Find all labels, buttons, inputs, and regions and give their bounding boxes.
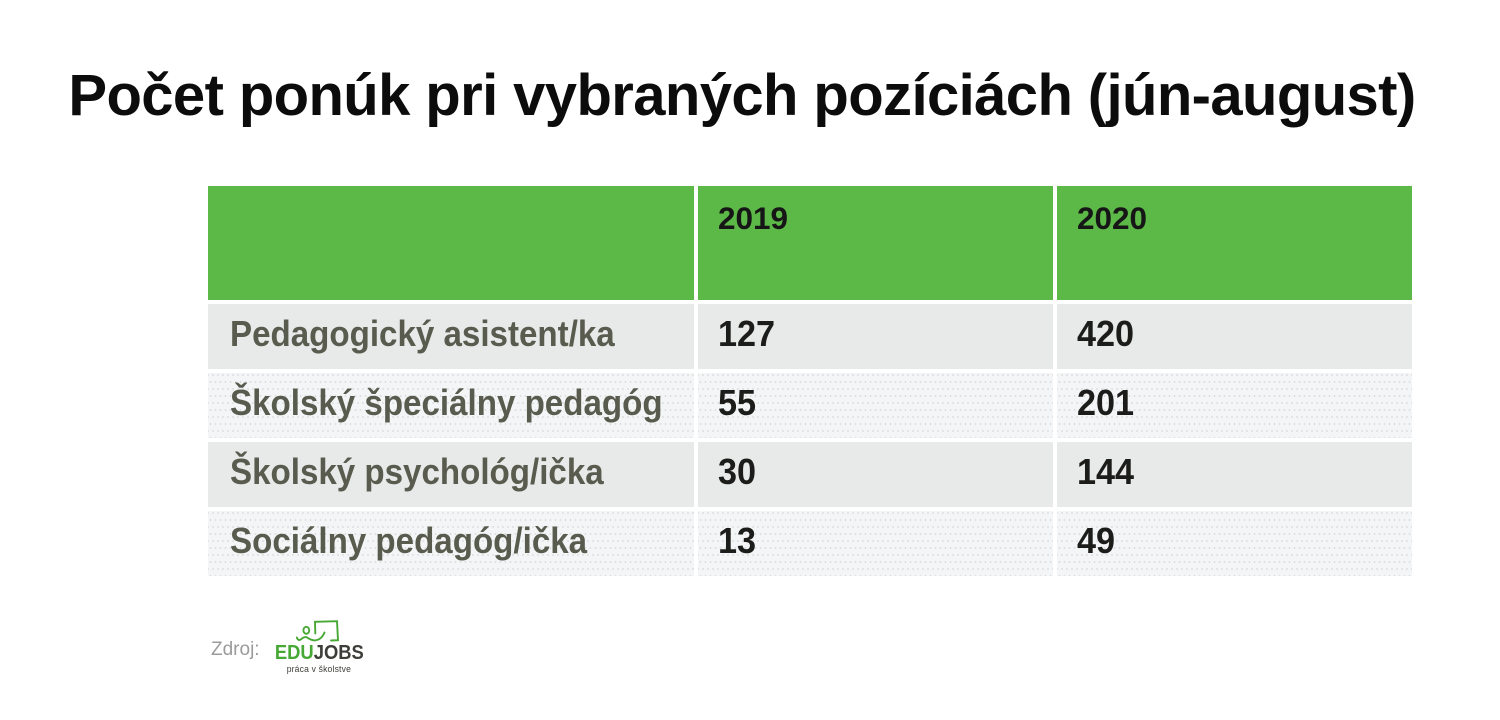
row-label: Školský psychológ/ička (208, 442, 694, 507)
cell-value-text: 127 (718, 313, 776, 354)
edujobs-wordmark: EDUJOBS (275, 643, 364, 663)
cell-value-text: 420 (1077, 313, 1135, 354)
logo-edu-text: EDU (274, 642, 314, 664)
cell-2020: 201 (1057, 373, 1412, 438)
page-title: Počet ponúk pri vybraných pozíciách (jún… (68, 63, 1416, 128)
row-label-text: Pedagogický asistent/ka (230, 313, 615, 354)
logo-tagline: práca v školstve (286, 664, 352, 674)
cell-value-text: 144 (1077, 451, 1135, 492)
cell-2020: 144 (1057, 442, 1412, 507)
row-label-text: Školský psychológ/ička (230, 451, 604, 492)
row-label-text: Sociálny pedagóg/ička (230, 520, 588, 561)
cell-value-text: 30 (718, 451, 757, 492)
edujobs-logo: EDUJOBS práca v školstve (273, 612, 365, 674)
header-cell-2019: 2019 (698, 186, 1053, 300)
header-cell-2020: 2020 (1057, 186, 1412, 300)
data-table: 2019 2020 Pedagogický asistent/ka 127 42… (208, 186, 1412, 576)
cell-value-text: 49 (1077, 520, 1116, 561)
source-label: Zdroj: (211, 639, 260, 660)
cell-2019: 127 (698, 304, 1053, 369)
edujobs-doodle-icon (296, 620, 339, 642)
row-label: Pedagogický asistent/ka (208, 304, 694, 369)
cell-2020: 49 (1057, 511, 1412, 576)
cell-2019: 55 (698, 373, 1053, 438)
cell-value-text: 13 (718, 520, 757, 561)
cell-2019: 30 (698, 442, 1053, 507)
cell-2019: 13 (698, 511, 1053, 576)
row-label-text: Školský špeciálny pedagóg (230, 382, 663, 423)
header-cell-empty (208, 186, 694, 300)
row-label: Sociálny pedagóg/ička (208, 511, 694, 576)
row-label: Školský špeciálny pedagóg (208, 373, 694, 438)
logo-jobs-text: JOBS (313, 642, 364, 664)
cell-value-text: 201 (1077, 382, 1135, 423)
cell-2020: 420 (1057, 304, 1412, 369)
cell-value-text: 55 (718, 382, 757, 423)
